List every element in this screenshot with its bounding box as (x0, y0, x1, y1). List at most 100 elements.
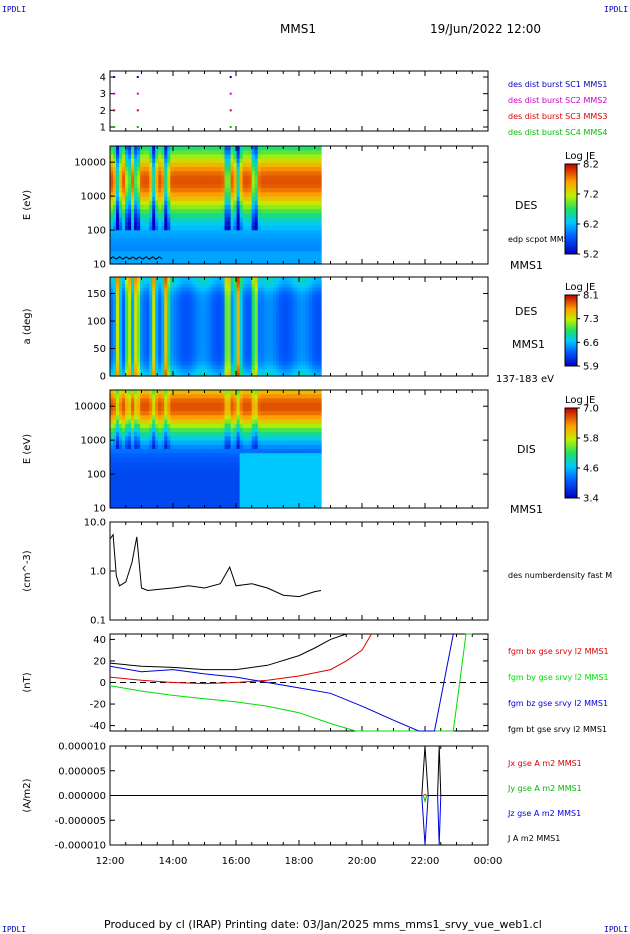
des-energy-cell (176, 221, 180, 227)
dis-energy-cell (113, 499, 117, 505)
des-energy-cell (218, 179, 223, 185)
des-energy-cell (302, 192, 307, 198)
des-energy-cell (293, 167, 298, 172)
des-pitch-cell (179, 347, 183, 352)
des-energy-cell (185, 162, 189, 168)
dis-energy-cell (122, 470, 126, 475)
des-pitch-cell (272, 305, 277, 310)
des-pitch-cell (248, 340, 253, 345)
des-pitch-cell (224, 361, 229, 366)
des-energy-cell (293, 179, 298, 185)
des-pitch-cell (152, 337, 156, 342)
des-pitch-cell (230, 280, 235, 285)
des-energy-cell (197, 158, 202, 164)
des-pitch-cell (110, 344, 114, 349)
dis-energy-cell (167, 440, 171, 446)
des-energy-cell (203, 255, 208, 261)
dis-energy-cell (167, 432, 171, 437)
des-energy-cell (312, 205, 316, 210)
des-energy-cell (233, 226, 238, 231)
des-pitch-cell (194, 354, 199, 359)
des-pitch-cell (191, 322, 196, 328)
des-pitch-cell (254, 326, 259, 331)
des-pitch-cell (146, 322, 150, 328)
des-pitch-cell (161, 322, 165, 328)
des-energy-cell (233, 230, 238, 236)
des-pitch-cell (152, 319, 156, 324)
dis-energy-cell (182, 406, 186, 412)
des-energy-cell (290, 259, 295, 265)
des-energy-cell (152, 150, 156, 156)
des-energy-cell (275, 217, 280, 223)
des-energy-cell (245, 234, 250, 240)
des-pitch-cell (236, 351, 241, 356)
des-energy-cell (278, 200, 283, 206)
des-pitch-cell (194, 361, 199, 366)
des-energy-cell (149, 162, 153, 168)
dis-energy-cell (146, 411, 150, 416)
des-pitch-cell (206, 277, 211, 282)
des-pitch-cell (182, 337, 186, 342)
des-pitch-cell (203, 287, 208, 292)
des-energy-cell (308, 242, 313, 248)
des-pitch-cell (131, 354, 135, 359)
des-pitch-cell (155, 330, 159, 335)
dis-energy-cell (182, 411, 186, 416)
des-pitch-cell (194, 308, 199, 313)
des-pitch-cell (188, 308, 193, 313)
des-energy-cell (224, 146, 229, 151)
des-energy-cell (269, 150, 274, 156)
des-pitch-cell (194, 326, 199, 331)
des-pitch-cell (318, 344, 322, 349)
dis-energy-cell (194, 474, 199, 480)
dis-energy-cell (116, 486, 120, 492)
des-pitch-cell (200, 277, 205, 282)
dis-energy-cell (146, 453, 150, 459)
des-pitch-cell (173, 280, 177, 285)
des-pitch-cell (254, 354, 259, 359)
des-pitch-cell (197, 308, 202, 313)
des-pitch-cell (182, 340, 186, 345)
dis-energy-cell (110, 470, 114, 475)
dis-energy-cell (158, 440, 162, 446)
des-pitch-cell (134, 294, 138, 299)
des-energy-cell (233, 242, 238, 248)
des-pitch-cell (155, 351, 159, 356)
des-energy-cell (185, 217, 189, 223)
des-energy-cell (269, 217, 274, 223)
des-energy-cell (146, 251, 150, 257)
des-energy-cell (200, 209, 205, 215)
des-energy-cell (263, 238, 268, 244)
dis-energy-cell (173, 444, 177, 450)
dis-energy-cell (176, 436, 180, 442)
des-pitch-cell (224, 319, 229, 324)
des-energy-cell (176, 196, 180, 202)
des-energy-cell (254, 183, 259, 189)
des-energy-cell (257, 221, 262, 227)
dis-energy-cell (197, 453, 202, 459)
des-pitch-cell (254, 315, 259, 321)
des-pitch-cell (257, 305, 262, 310)
des-energy-cell (308, 259, 313, 265)
des-energy-cell (312, 154, 316, 160)
des-energy-cell (188, 183, 193, 189)
des-pitch-cell (248, 298, 253, 303)
des-pitch-cell (155, 312, 159, 317)
des-energy-cell (239, 242, 244, 248)
des-energy-cell (269, 179, 274, 185)
dis-energy-cell (116, 449, 120, 454)
des-energy-cell (212, 221, 217, 227)
des-pitch-cell (239, 365, 244, 370)
des-pitch-cell (164, 312, 168, 317)
des-pitch-cell (236, 301, 241, 306)
des-pitch-cell (161, 337, 165, 342)
des-pitch-cell (113, 305, 117, 310)
des-energy-cell (146, 234, 150, 240)
des-energy-cell (281, 175, 286, 181)
des-pitch-cell (113, 312, 117, 317)
des-pitch-cell (281, 312, 286, 317)
des-pitch-cell (173, 284, 177, 289)
des-pitch-cell (164, 284, 168, 289)
des-pitch-cell (221, 315, 226, 321)
des-energy-cell (140, 192, 144, 198)
